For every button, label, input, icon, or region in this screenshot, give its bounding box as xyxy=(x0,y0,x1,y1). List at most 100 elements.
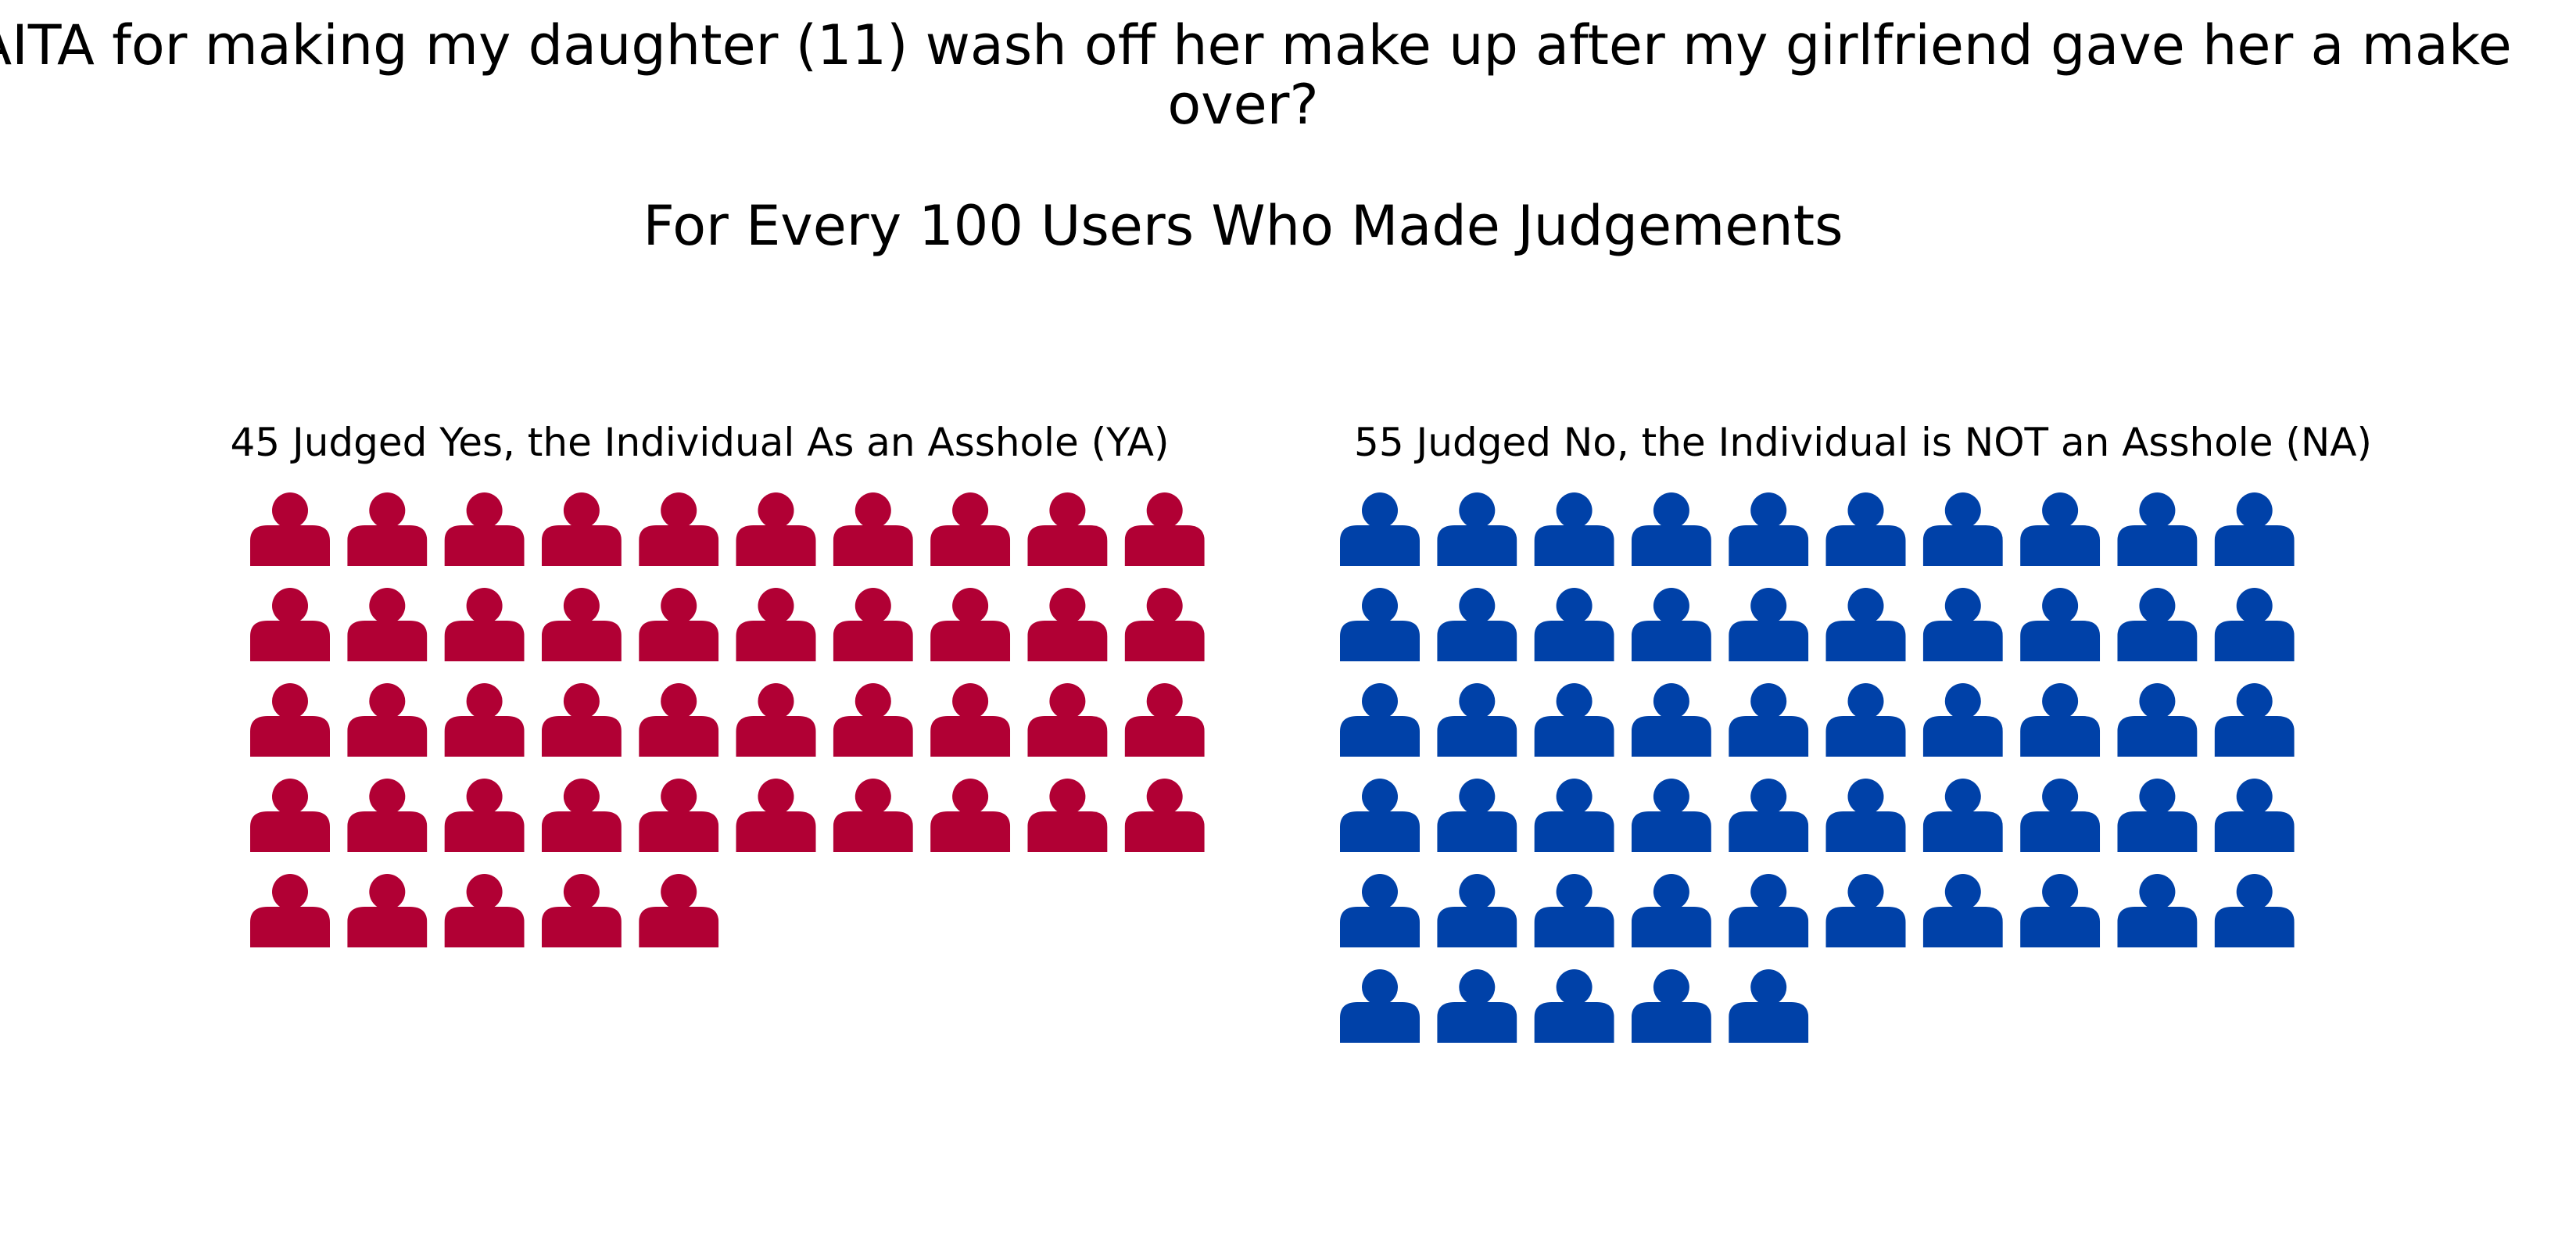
person-icon xyxy=(2214,492,2295,566)
person-icon xyxy=(639,779,719,852)
person-icon xyxy=(347,779,428,852)
panel-na-icons xyxy=(1340,492,2295,1043)
person-icon xyxy=(1729,588,1809,661)
person-icon xyxy=(1437,969,1517,1043)
person-icon xyxy=(1340,683,1420,757)
person-icon xyxy=(833,492,913,566)
person-icon xyxy=(1437,683,1517,757)
person-icon xyxy=(1825,683,1906,757)
person-icon xyxy=(1027,588,1108,661)
person-icon xyxy=(1340,588,1420,661)
person-icon xyxy=(347,874,428,947)
person-icon xyxy=(2214,874,2295,947)
person-icon xyxy=(639,588,719,661)
person-icon xyxy=(1825,874,1906,947)
person-icon xyxy=(1437,492,1517,566)
person-icon xyxy=(1922,874,2003,947)
person-icon xyxy=(1534,683,1614,757)
person-icon xyxy=(1340,492,1420,566)
person-icon xyxy=(833,588,913,661)
person-icon xyxy=(1922,492,2003,566)
person-icon xyxy=(1437,588,1517,661)
person-icon xyxy=(833,683,913,757)
person-icon xyxy=(444,588,525,661)
person-icon xyxy=(1124,492,1205,566)
person-icon xyxy=(2214,779,2295,852)
person-icon xyxy=(1437,874,1517,947)
chart-title-line-1: AITA for making my daughter (11) wash of… xyxy=(0,13,2512,77)
person-icon xyxy=(541,779,622,852)
person-icon xyxy=(1340,779,1420,852)
person-icon xyxy=(639,492,719,566)
person-icon xyxy=(1631,492,1711,566)
person-icon xyxy=(347,683,428,757)
panel-ya-icons xyxy=(250,492,1205,947)
person-icon xyxy=(1340,969,1420,1043)
person-icon xyxy=(2117,492,2198,566)
panel-ya-title: 45 Judged Yes, the Individual As an Assh… xyxy=(230,420,1169,465)
panel-na-title: 55 Judged No, the Individual is NOT an A… xyxy=(1354,420,2372,465)
person-icon xyxy=(1922,683,2003,757)
person-icon xyxy=(541,588,622,661)
person-icon xyxy=(930,588,1011,661)
person-icon xyxy=(250,492,330,566)
person-icon xyxy=(1825,588,1906,661)
person-icon xyxy=(250,588,330,661)
person-icon xyxy=(1437,779,1517,852)
person-icon xyxy=(639,683,719,757)
person-icon xyxy=(444,874,525,947)
person-icon xyxy=(1534,492,1614,566)
person-icon xyxy=(1340,874,1420,947)
person-icon xyxy=(1534,779,1614,852)
person-icon xyxy=(1631,588,1711,661)
person-icon xyxy=(2214,683,2295,757)
person-icon xyxy=(2020,492,2101,566)
person-icon xyxy=(1027,779,1108,852)
person-icon xyxy=(1027,492,1108,566)
person-icon xyxy=(347,588,428,661)
person-icon xyxy=(1729,492,1809,566)
person-icon xyxy=(639,874,719,947)
person-icon xyxy=(2020,588,2101,661)
person-icon xyxy=(1534,874,1614,947)
person-icon xyxy=(250,779,330,852)
person-icon xyxy=(1825,492,1906,566)
person-icon xyxy=(1631,969,1711,1043)
person-icon xyxy=(541,492,622,566)
person-icon xyxy=(736,779,816,852)
person-icon xyxy=(541,683,622,757)
person-icon xyxy=(444,492,525,566)
person-icon xyxy=(347,492,428,566)
person-icon xyxy=(444,683,525,757)
person-icon xyxy=(2214,588,2295,661)
person-icon xyxy=(736,683,816,757)
person-icon xyxy=(2117,779,2198,852)
person-icon xyxy=(1124,588,1205,661)
person-icon xyxy=(1124,779,1205,852)
person-icon xyxy=(930,683,1011,757)
person-icon xyxy=(1922,779,2003,852)
person-icon xyxy=(930,492,1011,566)
person-icon xyxy=(1027,683,1108,757)
person-icon xyxy=(2020,874,2101,947)
person-icon xyxy=(2117,683,2198,757)
person-icon xyxy=(2117,588,2198,661)
person-icon xyxy=(250,874,330,947)
person-icon xyxy=(250,683,330,757)
person-icon xyxy=(736,492,816,566)
person-icon xyxy=(2117,874,2198,947)
person-icon xyxy=(444,779,525,852)
panel-na: 55 Judged No, the Individual is NOT an A… xyxy=(1340,420,2372,1043)
person-icon xyxy=(1729,874,1809,947)
person-icon xyxy=(1534,969,1614,1043)
chart-subtitle: For Every 100 Users Who Made Judgements xyxy=(643,194,1843,258)
person-icon xyxy=(1825,779,1906,852)
chart-title-line-2: over? xyxy=(1167,73,1318,137)
person-icon xyxy=(1729,969,1809,1043)
person-icon xyxy=(1922,588,2003,661)
person-icon xyxy=(2020,683,2101,757)
panel-ya: 45 Judged Yes, the Individual As an Assh… xyxy=(230,420,1205,947)
person-icon xyxy=(1729,779,1809,852)
person-icon xyxy=(2020,779,2101,852)
